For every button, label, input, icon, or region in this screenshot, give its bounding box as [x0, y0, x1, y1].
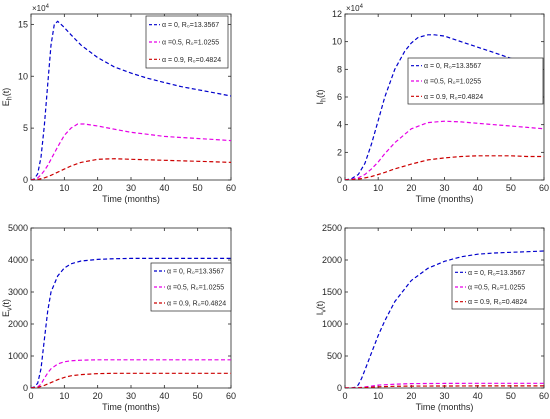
series-line-1 — [31, 20, 231, 180]
series-line-3 — [345, 385, 544, 388]
y-tick-label: 8 — [337, 64, 342, 74]
legend-box — [407, 57, 544, 105]
series-line-2 — [31, 123, 231, 180]
legend-entry: α =0.5, R₀=1.0255 — [167, 285, 224, 292]
x-tick-label: 10 — [59, 391, 69, 401]
series-line-3 — [31, 372, 231, 388]
y-tick-label: 5 — [23, 123, 28, 133]
x-tick-label: 60 — [539, 183, 549, 193]
x-tick-label: 0 — [342, 391, 347, 401]
legend-entry: α = 0, R₀=13.3567 — [468, 270, 525, 277]
x-tick-label: 50 — [193, 183, 203, 193]
x-tick-label: 40 — [473, 391, 483, 401]
legend-entry: α = 0.9, R₀=0.4824 — [424, 94, 483, 101]
x-tick-label: 30 — [439, 391, 449, 401]
x-tick-label: 30 — [126, 183, 136, 193]
y-tick-label: 0 — [23, 175, 28, 185]
y-tick-label: 10 — [332, 37, 342, 47]
chart-panel-2: 0 10 20 30 40 50 60 0 2 4 6 8 10 12 ×104 Time (months) I… — [315, 4, 549, 204]
x-tick-label: 20 — [406, 391, 416, 401]
chart-panel-1: 0 10 20 30 40 50 60 0 5 10 15 ×104 Time (months) Eh(t… — [1, 4, 236, 204]
x-axis-label: Time (months) — [416, 402, 474, 412]
x-tick-label: 20 — [93, 391, 103, 401]
y-axis-label: Iv(t) — [315, 301, 328, 316]
legend: α = 0, R₀=13.3567 α =0.5, R₀=1.0255 α = 0.… — [150, 262, 232, 312]
x-tick-label: 60 — [226, 183, 236, 193]
x-tick-label: 60 — [539, 391, 549, 401]
legend-entry: α = 0.9, R₀=0.4824 — [468, 299, 527, 306]
x-tick-label: 0 — [342, 183, 347, 193]
legend-entry: α = 0, R₀=13.3567 — [167, 269, 224, 276]
y-tick-label: 2 — [337, 147, 342, 157]
x-tick-label: 20 — [406, 183, 416, 193]
legend-entry: α = 0.9, R₀=0.4824 — [167, 301, 226, 308]
legend: α = 0, R₀=13.3567 α =0.5, R₀=1.0255 α = 0.… — [145, 15, 229, 69]
x-tick-label: 50 — [506, 183, 516, 193]
legend: α = 0, R₀=13.3567 α =0.5, R₀=1.0255 α = 0.… — [451, 264, 545, 310]
chart-panel-4: 0 10 20 30 40 50 60 0 500 1000 1500 2000 2500 Time (m… — [315, 223, 549, 412]
x-tick-label: 10 — [373, 391, 383, 401]
x-tick-label: 50 — [193, 391, 203, 401]
y-tick-label: 15 — [18, 19, 28, 29]
x-axis-label: Time (months) — [102, 194, 160, 204]
y-tick-label: 4000 — [8, 255, 28, 265]
legend-entry: α =0.5, R₀=1.0255 — [424, 79, 481, 86]
series-line-2 — [31, 359, 231, 388]
y-tick-label: 10 — [18, 71, 28, 81]
x-tick-label: 30 — [439, 183, 449, 193]
y-tick-label: 1500 — [322, 287, 342, 297]
y-tick-label: 0 — [337, 383, 342, 393]
legend-entry: α = 0, R₀=13.3567 — [424, 63, 481, 70]
legend-entry: α = 0, R₀=13.3567 — [162, 22, 219, 29]
y-tick-label: 1000 — [8, 351, 28, 361]
y-tick-label: 2000 — [8, 319, 28, 329]
x-tick-label: 30 — [126, 391, 136, 401]
series-line-2 — [345, 120, 544, 180]
legend-box — [451, 264, 545, 310]
y-axis-label: Ih(t) — [315, 90, 328, 105]
y-tick-label: 1000 — [322, 319, 342, 329]
y-tick-label: 0 — [337, 175, 342, 185]
y-axis-label: Ev(t) — [1, 299, 14, 317]
x-tick-label: 10 — [373, 183, 383, 193]
x-tick-label: 40 — [473, 183, 483, 193]
y-tick-label: 12 — [332, 9, 342, 19]
y-tick-label: 3000 — [8, 287, 28, 297]
y-tick-label: 5000 — [8, 223, 28, 233]
series-line-3 — [31, 158, 231, 180]
y-exponent-label: ×104 — [32, 4, 50, 13]
x-tick-label: 20 — [93, 183, 103, 193]
x-tick-label: 40 — [159, 183, 169, 193]
legend-entry: α =0.5, R₀=1.0255 — [162, 40, 219, 47]
chart-panel-3: 0 10 20 30 40 50 60 0 1000 2000 3000 4000 5000 Time (… — [1, 223, 236, 412]
x-tick-label: 0 — [28, 391, 33, 401]
legend-entry: α = 0.9, R₀=0.4824 — [162, 57, 221, 64]
x-tick-label: 40 — [159, 391, 169, 401]
y-tick-label: 6 — [337, 92, 342, 102]
x-tick-label: 10 — [59, 183, 69, 193]
y-tick-label: 2500 — [322, 223, 342, 233]
y-tick-label: 500 — [327, 351, 342, 361]
x-axis-label: Time (months) — [102, 402, 160, 412]
legend-entry: α =0.5, R₀=1.0255 — [468, 285, 525, 292]
y-tick-label: 2000 — [322, 255, 342, 265]
y-tick-label: 0 — [23, 383, 28, 393]
y-tick-label: 4 — [337, 120, 342, 130]
series-line-3 — [345, 155, 544, 180]
x-tick-label: 60 — [226, 391, 236, 401]
series-line-1 — [345, 250, 544, 388]
y-exponent-label: ×104 — [346, 4, 364, 13]
x-tick-label: 50 — [506, 391, 516, 401]
x-axis-label: Time (months) — [416, 194, 474, 204]
series-line-1 — [345, 34, 544, 180]
legend: α = 0, R₀=13.3567 α =0.5, R₀=1.0255 α = 0.… — [407, 57, 544, 105]
y-axis-label: Eh(t) — [1, 88, 14, 106]
x-tick-label: 0 — [28, 183, 33, 193]
